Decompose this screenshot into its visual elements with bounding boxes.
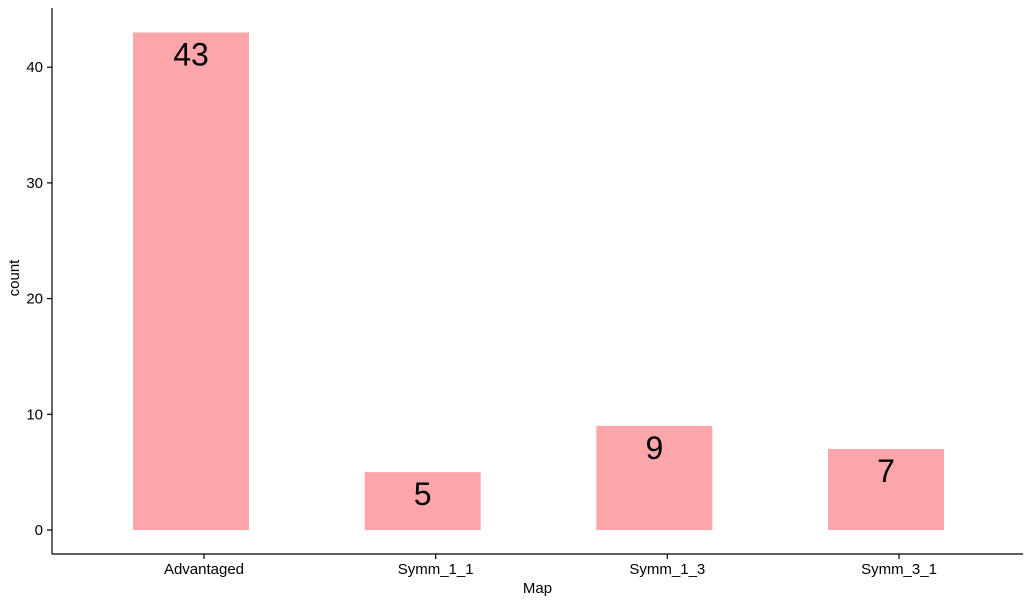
bar-Symm_1_3: [596, 425, 713, 530]
y-tick-label: 20: [26, 291, 43, 308]
x-ticks: Advantaged Symm_1_1 Symm_1_3 Symm_3_1: [164, 554, 937, 578]
bar-Symm_1_1: [364, 472, 481, 530]
bar-value-label: 5: [414, 476, 432, 512]
bar-Advantaged: [133, 32, 249, 531]
y-tick-label: 0: [35, 522, 43, 539]
y-tick-label: 30: [26, 175, 43, 192]
bar-Symm_3_1: [828, 449, 945, 530]
bar-value-label: 7: [877, 453, 895, 489]
x-tick-label: Advantaged: [164, 561, 244, 578]
y-axis-title: count: [6, 259, 23, 297]
y-tick-label: 10: [26, 406, 43, 423]
x-tick-label: Symm_3_1: [861, 561, 937, 578]
bar-value-label: 9: [645, 430, 663, 466]
bar-value-label: 43: [173, 36, 209, 72]
x-tick-label: Symm_1_3: [629, 561, 705, 578]
bar-labels-layer: 43 5 9 7: [173, 36, 895, 512]
axes-layer: [51, 8, 1023, 555]
x-tick-label: Symm_1_1: [398, 561, 474, 578]
y-ticks: 0 10 20 30 40: [26, 59, 52, 539]
bars-layer: [133, 32, 945, 531]
y-tick-label: 40: [26, 59, 43, 76]
x-axis-title: Map: [523, 580, 552, 597]
